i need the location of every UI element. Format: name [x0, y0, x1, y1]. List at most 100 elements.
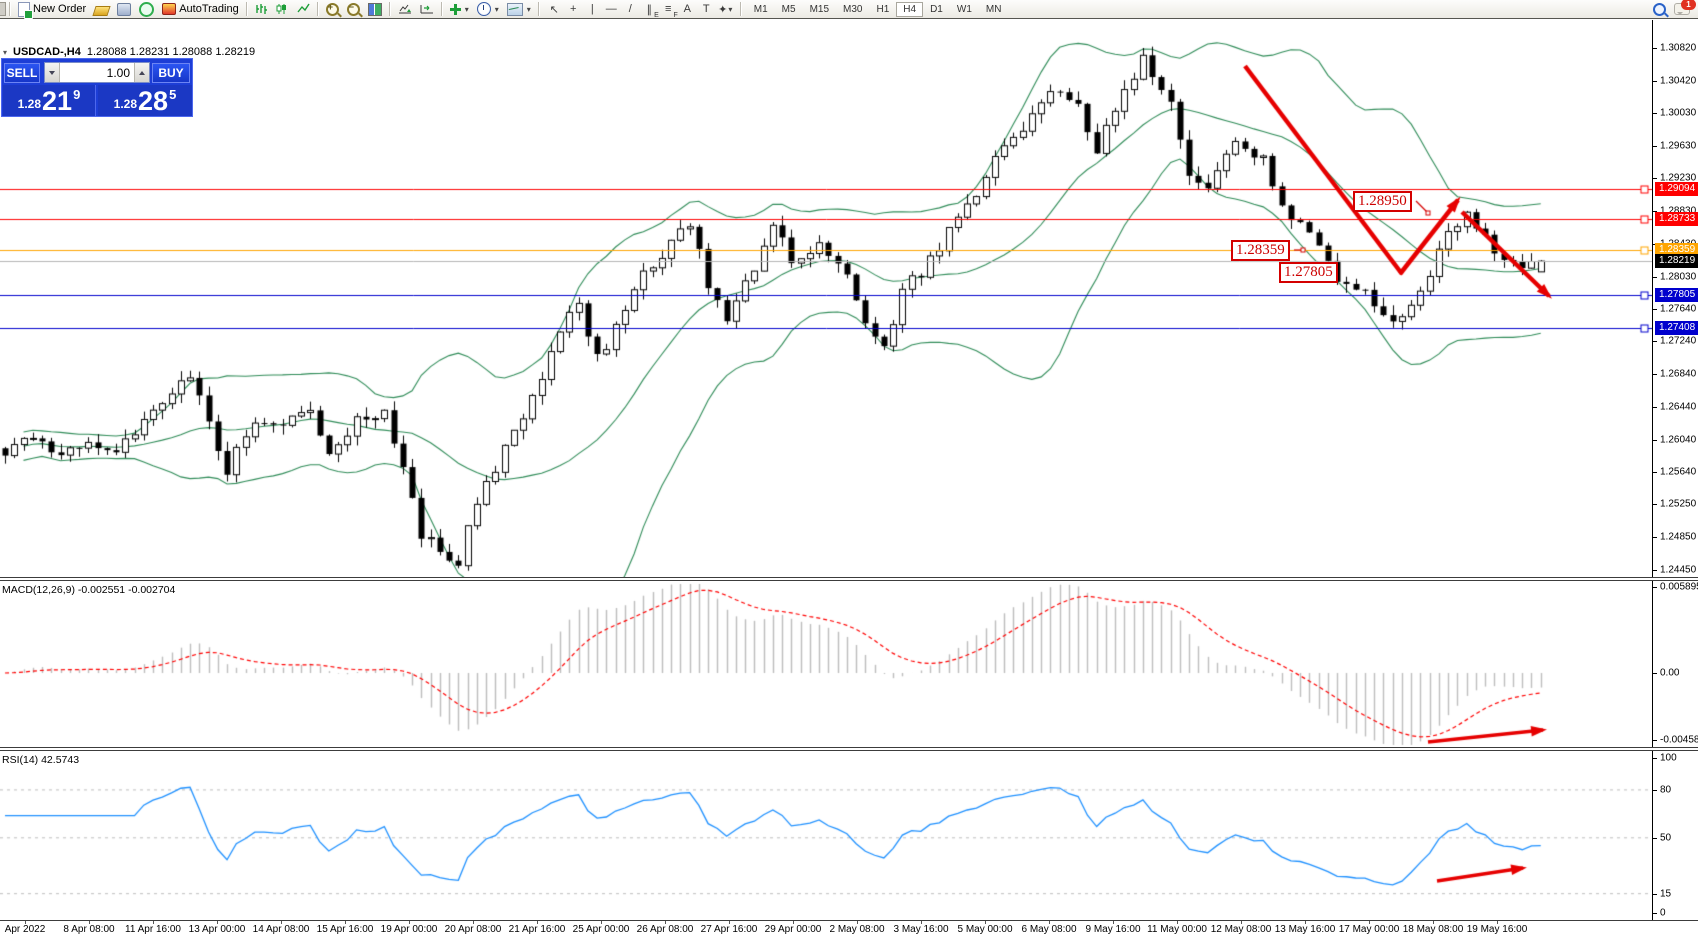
- tile-windows-button[interactable]: [364, 1, 386, 18]
- clipped-toolbar-icon: [0, 2, 6, 16]
- new-order-icon: [18, 1, 33, 19]
- macd-label: MACD(12,26,9) -0.002551 -0.002704: [2, 584, 176, 596]
- price-axis: 1.30820 1.30420 1.30030 1.29630 1.29230 1.288…: [1652, 20, 1698, 578]
- period-button[interactable]: ▾: [473, 1, 503, 18]
- time-tick-label: 8 Apr 08:00: [63, 924, 115, 935]
- autotrading-icon: [162, 3, 177, 15]
- time-tick-label: 25 Apr 00:00: [572, 924, 630, 935]
- panel-splitter[interactable]: [0, 577, 1698, 581]
- price-tick-label: 1.30030: [1660, 107, 1697, 119]
- market-button[interactable]: [90, 1, 113, 18]
- timeframe-h4[interactable]: H4: [896, 1, 924, 17]
- price-tick-label: 1.26440: [1660, 401, 1697, 413]
- fibonacci-retracement-tool[interactable]: ≡ F: [665, 3, 678, 19]
- time-tick-mark: [25, 921, 26, 924]
- time-tick-mark: [1113, 921, 1114, 924]
- buy-price[interactable]: 1.28 28 5: [98, 85, 192, 116]
- time-axis[interactable]: Apr 2022 8 Apr 08:00 11 Apr 16:00 13 Apr 00…: [0, 920, 1698, 937]
- rsi-canvas: [0, 751, 1653, 920]
- chart-shift-icon: [420, 5, 433, 14]
- text-label-tool[interactable]: T: [702, 3, 710, 15]
- cursor-tool[interactable]: ↖: [549, 3, 559, 16]
- line-chart-button[interactable]: [293, 1, 314, 18]
- price-level-label: 1.28219: [1655, 254, 1698, 269]
- chart-shift-button[interactable]: [416, 1, 438, 18]
- zoom-out-button[interactable]: −: [343, 1, 364, 18]
- equidistant-channel-tool[interactable]: ∥ E: [646, 3, 659, 19]
- macd-panel[interactable]: MACD(12,26,9) -0.002551 -0.002704 0.0058…: [0, 581, 1698, 748]
- time-tick-label: 11 May 00:00: [1147, 924, 1207, 935]
- collapse-arrow-icon[interactable]: ▾: [3, 47, 8, 57]
- time-tick-mark: [89, 921, 90, 924]
- price-tick-mark: [1653, 113, 1657, 114]
- zoom-in-button[interactable]: +: [322, 1, 343, 18]
- time-tick-mark: [985, 921, 986, 924]
- rsi-tick-mark: [1653, 913, 1657, 914]
- time-tick-mark: [857, 921, 858, 924]
- macd-tick-mark: [1653, 673, 1657, 674]
- trendline-tool[interactable]: /: [628, 3, 632, 15]
- macd-canvas: [0, 581, 1653, 748]
- toolbar-separator: [245, 2, 248, 16]
- timeframe-h1[interactable]: H1: [876, 3, 890, 15]
- sell-button[interactable]: SELL: [4, 63, 40, 83]
- time-tick-label: 18 May 08:00: [1402, 924, 1464, 935]
- sell-price[interactable]: 1.28 21 9: [3, 85, 96, 116]
- price-callout[interactable]: 1.27805: [1279, 262, 1338, 283]
- timeframe-w1[interactable]: W1: [956, 3, 972, 15]
- auto-scroll-button[interactable]: [394, 1, 416, 18]
- crosshair-tool[interactable]: +: [570, 3, 577, 15]
- chart-header: ▾ USDCAD-,H4 1.28088 1.28231 1.28088 1.2…: [3, 46, 255, 58]
- template-button[interactable]: ▾: [503, 1, 535, 18]
- price-callout[interactable]: 1.28359: [1231, 240, 1290, 261]
- toolbar-separator: [739, 2, 742, 16]
- volume-increase-button[interactable]: [134, 63, 149, 82]
- volume-decrease-button[interactable]: [45, 63, 60, 82]
- price-tick-label: 1.29230: [1660, 172, 1697, 184]
- price-tick-mark: [1653, 81, 1657, 82]
- time-tick-label: Apr 2022: [4, 924, 46, 935]
- sell-price-sup: 9: [73, 87, 81, 102]
- buy-button[interactable]: BUY: [152, 63, 190, 83]
- notifications-icon[interactable]: 1: [1674, 0, 1696, 15]
- panel-splitter[interactable]: [0, 747, 1698, 751]
- horizontal-line-tool[interactable]: —: [605, 3, 617, 15]
- timeframe-m15[interactable]: M15: [809, 3, 830, 15]
- rsi-panel[interactable]: RSI(14) 42.5743 100 80 50 15 0: [0, 751, 1698, 920]
- price-tick-label: 1.30420: [1660, 75, 1697, 87]
- timeframe-m1[interactable]: M1: [753, 3, 768, 15]
- autotrading-button[interactable]: AutoTrading: [158, 1, 243, 18]
- timeframe-mn[interactable]: MN: [985, 3, 1002, 15]
- vertical-line-tool[interactable]: |: [590, 3, 594, 15]
- new-order-button[interactable]: New Order: [14, 1, 90, 19]
- arrows-tool[interactable]: ✦ ▾: [718, 3, 733, 16]
- search-icon[interactable]: [1653, 2, 1666, 16]
- signals-button[interactable]: [135, 1, 158, 18]
- autotrading-label: AutoTrading: [179, 3, 239, 15]
- price-level-label: 1.28733: [1655, 212, 1698, 226]
- price-tick-mark: [1653, 178, 1657, 179]
- price-tick-mark: [1653, 211, 1657, 212]
- time-tick-label: 29 Apr 00:00: [764, 924, 822, 935]
- time-tick-label: 6 May 08:00: [1021, 924, 1077, 935]
- price-tick-mark: [1653, 341, 1657, 342]
- timeframe-m30[interactable]: M30: [843, 3, 863, 15]
- bar-chart-button[interactable]: [251, 1, 272, 18]
- text-tool[interactable]: A: [683, 3, 691, 15]
- price-tick-label: 1.24450: [1660, 564, 1697, 576]
- candlestick-chart-button[interactable]: [272, 1, 293, 18]
- vps-button[interactable]: [113, 1, 135, 18]
- timeframe-m5[interactable]: M5: [781, 3, 796, 15]
- zoom-in-icon: +: [325, 2, 339, 16]
- price-tick-label: 1.27640: [1660, 303, 1697, 315]
- price-chart-panel[interactable]: 1.30820 1.30420 1.30030 1.29630 1.29230 1.288…: [0, 20, 1698, 578]
- time-tick-mark: [1305, 921, 1306, 924]
- volume-input[interactable]: [60, 63, 134, 82]
- candlestick-chart-canvas[interactable]: [0, 20, 1653, 578]
- time-tick-mark: [345, 921, 346, 924]
- timeframe-d1[interactable]: D1: [930, 3, 943, 15]
- add-indicator-button[interactable]: ▾: [446, 1, 473, 18]
- toolbar-separator: [440, 2, 443, 16]
- price-callout[interactable]: 1.28950: [1353, 191, 1412, 212]
